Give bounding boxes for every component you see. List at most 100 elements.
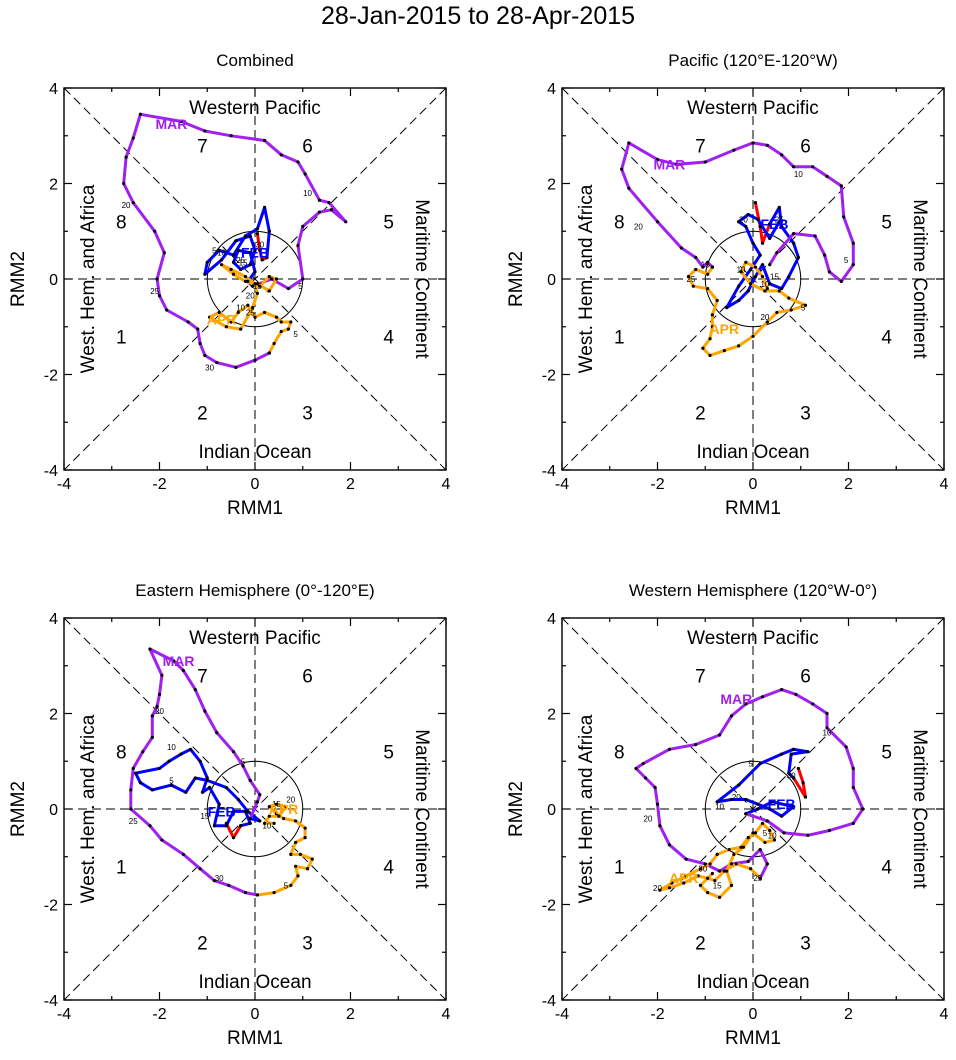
day-marker: [851, 263, 855, 267]
trajectory-feb: [715, 747, 810, 818]
day-marker: [255, 893, 259, 897]
x-tick-label: 0: [749, 476, 758, 493]
month-label-mar: MAR: [155, 116, 187, 132]
day-marker: [725, 306, 729, 310]
day-marker: [670, 881, 674, 885]
day-marker: [267, 351, 271, 355]
y-tick-label: -4: [44, 463, 58, 480]
panel-title: Combined: [216, 51, 294, 70]
day-marker: [279, 153, 283, 157]
day-number-label: 5: [241, 757, 246, 766]
day-marker: [796, 766, 800, 771]
day-number-label: 10: [823, 729, 832, 738]
day-marker: [231, 260, 236, 264]
day-marker: [751, 831, 755, 835]
day-marker: [267, 805, 271, 809]
day-marker: [701, 265, 705, 269]
x-tick-label: 2: [844, 1006, 853, 1023]
phase-number-7: 7: [197, 136, 208, 157]
day-marker: [282, 816, 286, 821]
day-marker: [246, 809, 250, 813]
day-number-label: 20: [732, 793, 741, 802]
y-tick-label: -2: [542, 368, 556, 385]
day-marker: [780, 688, 784, 692]
panel-title: Eastern Hemisphere (0°-120°E): [135, 581, 374, 600]
day-marker: [301, 277, 305, 281]
region-label-bottom: Indian Ocean: [696, 442, 809, 463]
phase-number-2: 2: [695, 934, 706, 955]
day-marker: [780, 286, 784, 291]
trajectory-apr: [687, 260, 807, 357]
day-number-label: 30: [215, 874, 224, 883]
day-marker: [305, 867, 310, 871]
day-marker: [274, 315, 279, 319]
day-marker: [243, 279, 248, 283]
day-marker: [698, 867, 703, 871]
day-marker: [262, 310, 267, 315]
day-marker: [765, 143, 769, 147]
month-label-feb: FEB: [760, 216, 788, 232]
day-marker: [310, 857, 314, 861]
x-tick-label: 4: [442, 1006, 451, 1023]
day-marker: [239, 824, 243, 828]
day-marker: [274, 802, 279, 806]
day-number-label: 20: [634, 222, 643, 231]
y-tick-label: -4: [542, 993, 556, 1010]
trajectory-mar: [129, 647, 262, 897]
day-marker: [246, 303, 250, 307]
day-marker: [248, 263, 252, 267]
day-marker: [851, 241, 855, 245]
day-marker: [212, 824, 217, 828]
day-marker: [765, 862, 769, 866]
day-marker: [224, 824, 228, 828]
day-marker: [162, 251, 166, 255]
phase-number-6: 6: [302, 136, 313, 157]
day-marker: [265, 255, 269, 260]
day-number-label: 10: [737, 265, 746, 274]
phase-number-1: 1: [614, 857, 625, 878]
day-number-label: 30: [205, 363, 214, 372]
month-label-apr: APR: [669, 870, 699, 886]
region-label-left: West. Hem. and Africa: [576, 184, 597, 373]
day-marker: [181, 668, 185, 673]
day-marker: [777, 289, 781, 293]
day-marker: [825, 711, 829, 716]
day-marker: [627, 141, 631, 145]
y-tick-label: -2: [44, 898, 58, 915]
day-marker: [780, 814, 784, 818]
day-number-label: 15: [713, 881, 722, 890]
day-marker: [248, 251, 252, 255]
day-marker: [825, 726, 829, 730]
day-marker: [708, 337, 712, 341]
y-tick-label: -4: [542, 463, 556, 480]
day-marker: [655, 220, 660, 224]
day-marker: [758, 847, 762, 852]
day-marker: [229, 134, 233, 138]
day-marker: [270, 277, 274, 281]
day-number-label: 20: [286, 795, 295, 804]
day-marker: [768, 828, 772, 833]
phase-number-7: 7: [197, 666, 208, 687]
month-label-apr: APR: [269, 801, 299, 817]
day-marker: [653, 785, 657, 790]
day-marker: [806, 833, 810, 837]
day-marker: [157, 766, 162, 771]
day-marker: [253, 315, 257, 319]
day-marker: [279, 329, 283, 334]
day-marker: [251, 284, 255, 288]
day-number-label: 15: [200, 812, 209, 821]
day-marker: [258, 793, 262, 797]
x-tick-label: -4: [57, 476, 71, 493]
day-marker: [780, 153, 784, 157]
day-marker: [861, 807, 865, 811]
day-number-label: 20: [653, 884, 662, 893]
region-label-bottom: Indian Ocean: [198, 442, 311, 463]
region-label-top: Western Pacific: [189, 628, 321, 649]
day-number-label: 5: [212, 246, 217, 255]
day-marker: [756, 807, 760, 811]
day-marker: [134, 771, 138, 775]
month-label-apr: APR: [710, 321, 740, 337]
day-marker: [787, 771, 791, 775]
phase-number-8: 8: [614, 743, 625, 764]
day-marker: [760, 263, 765, 267]
